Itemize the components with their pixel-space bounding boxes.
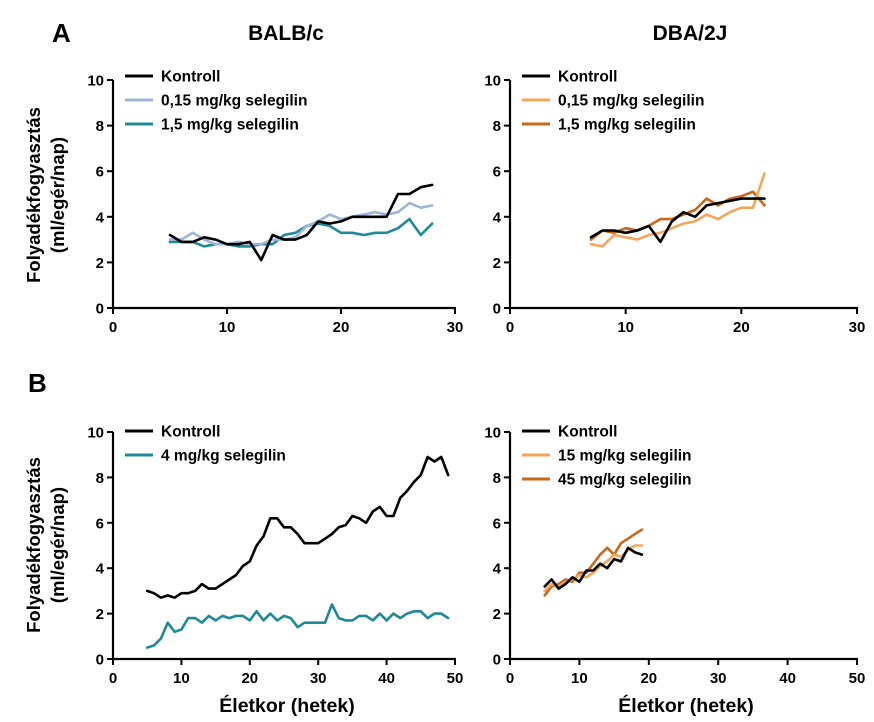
chart-a-balbc: 0 2 4 6 8 10 0 10 20 30 Kontroll 0,15 mg/kg selegil… xyxy=(87,69,463,337)
chart-b-dba2j: 0 2 4 6 8 10 0 10 20 30 40 50 Kontroll 15 mg/kg seleg… xyxy=(484,424,865,688)
panel-label-a: A xyxy=(52,18,71,48)
legend-label: Kontroll xyxy=(558,69,617,86)
legend-label: Kontroll xyxy=(161,424,220,441)
x-tick-label: 50 xyxy=(849,670,866,687)
x-tick-label: 10 xyxy=(617,319,634,336)
y-tick-label: 10 xyxy=(484,73,501,90)
series-line-0 xyxy=(145,455,450,600)
xlabel-b-right: Életkor (hetek) xyxy=(618,694,753,717)
y-tick-label: 8 xyxy=(96,470,104,487)
y-tick-label: 8 xyxy=(96,118,104,135)
y-tick-label: 8 xyxy=(493,470,501,487)
x-tick-label: 10 xyxy=(571,670,588,687)
series-line-0 xyxy=(168,183,434,262)
ylabel-a-line1: Folyadékfogyasztás xyxy=(23,107,44,283)
strain-title-dba2j: DBA/2J xyxy=(653,22,728,45)
y-tick-label: 2 xyxy=(96,255,104,272)
x-tick-label: 0 xyxy=(109,670,117,687)
y-tick-label: 4 xyxy=(96,209,105,226)
y-tick-label: 10 xyxy=(484,425,501,442)
y-tick-label: 0 xyxy=(493,301,501,318)
xlabel-b-left: Életkor (hetek) xyxy=(219,694,354,717)
y-tick-label: 10 xyxy=(87,425,104,442)
series-line-2 xyxy=(543,528,644,597)
x-tick-label: 10 xyxy=(173,670,190,687)
y-tick-label: 8 xyxy=(493,118,501,135)
y-tick-label: 10 xyxy=(87,73,104,90)
legend-label: 1,5 mg/kg selegilin xyxy=(558,117,696,134)
legend-label: 4 mg/kg selegilin xyxy=(161,448,286,465)
ylabel-b-line1: Folyadékfogyasztás xyxy=(23,457,44,633)
x-tick-label: 50 xyxy=(447,670,464,687)
y-tick-label: 6 xyxy=(96,515,104,532)
legend-label: 1,5 mg/kg selegilin xyxy=(161,117,299,134)
ylabel-b-line2: (ml/egér/nap) xyxy=(47,487,68,603)
y-tick-label: 6 xyxy=(493,164,501,181)
legend-label: 0,15 mg/kg selegilin xyxy=(558,93,704,110)
x-tick-label: 40 xyxy=(779,670,796,687)
x-tick-label: 0 xyxy=(109,319,117,336)
panel-label-b: B xyxy=(28,368,47,398)
ylabel-a-line2: (ml/egér/nap) xyxy=(47,137,68,253)
y-tick-label: 0 xyxy=(96,652,104,669)
x-tick-label: 20 xyxy=(241,670,258,687)
y-tick-label: 6 xyxy=(96,164,104,181)
y-tick-label: 6 xyxy=(493,515,501,532)
x-tick-label: 10 xyxy=(219,319,236,336)
y-tick-label: 0 xyxy=(96,301,104,318)
x-tick-label: 30 xyxy=(447,319,464,336)
ylabel-a: Folyadékfogyasztás (ml/egér/nap) xyxy=(23,107,68,283)
x-tick-label: 20 xyxy=(333,319,350,336)
y-tick-label: 4 xyxy=(96,561,105,578)
series-line-1 xyxy=(589,172,766,248)
chart-a-dba2j: 0 2 4 6 8 10 0 10 20 30 Kontroll 0,15 mg/kg selegil… xyxy=(484,69,865,337)
x-tick-label: 20 xyxy=(640,670,657,687)
legend-label: 15 mg/kg selegilin xyxy=(558,448,692,465)
x-tick-label: 30 xyxy=(310,670,327,687)
series-line-0 xyxy=(543,546,644,590)
y-tick-label: 2 xyxy=(96,606,104,623)
y-tick-label: 2 xyxy=(493,255,501,272)
series-line-1 xyxy=(145,603,450,649)
x-tick-label: 30 xyxy=(849,319,866,336)
x-tick-label: 0 xyxy=(506,670,514,687)
y-tick-label: 2 xyxy=(493,606,501,623)
series-line-0 xyxy=(589,197,766,244)
y-tick-label: 0 xyxy=(493,652,501,669)
x-tick-label: 40 xyxy=(378,670,395,687)
y-tick-label: 4 xyxy=(493,561,502,578)
ylabel-b: Folyadékfogyasztás (ml/egér/nap) xyxy=(23,457,68,633)
legend-label: Kontroll xyxy=(558,424,617,441)
strain-title-balbc: BALB/c xyxy=(248,22,324,45)
legend-label: 0,15 mg/kg selegilin xyxy=(161,93,307,110)
legend-label: Kontroll xyxy=(161,69,220,86)
legend-label: 45 mg/kg selegilin xyxy=(558,472,692,489)
x-tick-label: 0 xyxy=(506,319,514,336)
y-tick-label: 4 xyxy=(493,209,502,226)
chart-b-balbc: 0 2 4 6 8 10 0 10 20 30 40 50 Kontroll 4 mg/kg selegi… xyxy=(87,424,463,688)
x-tick-label: 30 xyxy=(710,670,727,687)
x-tick-label: 20 xyxy=(733,319,750,336)
